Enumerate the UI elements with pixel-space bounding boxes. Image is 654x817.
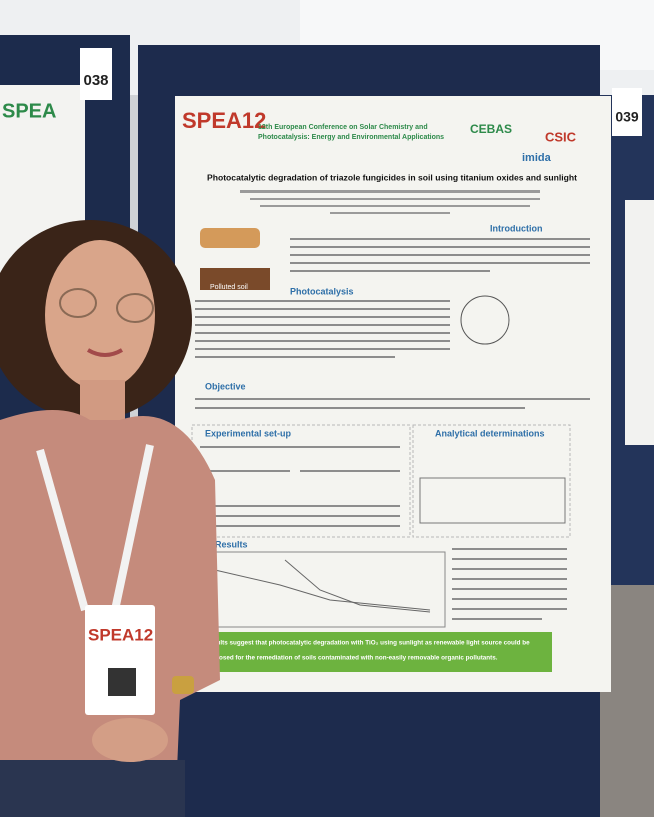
section-box xyxy=(412,424,571,538)
text-line xyxy=(195,324,450,326)
conference-name: Photocatalysis: Energy and Environmental… xyxy=(258,134,444,141)
text-line xyxy=(195,332,450,334)
text-line xyxy=(250,198,540,200)
board-number: 038 xyxy=(83,72,108,89)
section-heading: Photocatalysis xyxy=(290,286,354,296)
section-heading: Analytical determinations xyxy=(435,428,545,438)
text-line xyxy=(452,548,567,550)
partner-logo: CEBAS xyxy=(470,122,512,136)
data-table xyxy=(419,477,566,524)
text-line xyxy=(452,588,567,590)
text-line xyxy=(290,270,490,272)
conclusion-text: proposed for the remediation of soils co… xyxy=(205,655,498,662)
section-heading: Objective xyxy=(205,381,246,391)
text-line xyxy=(452,618,542,620)
poster: SPEA12 12th European Conference on Solar… xyxy=(175,96,611,692)
text-line xyxy=(195,356,395,358)
badge-logo: SPEA12 xyxy=(88,625,153,644)
soil-illustration xyxy=(200,268,270,290)
text-line xyxy=(195,407,525,409)
text-line xyxy=(195,348,450,350)
neck xyxy=(80,380,125,425)
photocatalysis-diagram xyxy=(460,295,510,345)
glasses xyxy=(59,288,97,318)
text-line xyxy=(195,308,450,310)
body-text xyxy=(200,446,400,527)
text-line xyxy=(195,340,450,342)
conclusion-text: Results suggest that photocatalytic degr… xyxy=(205,640,530,647)
partner-logo: CSIC xyxy=(545,129,577,144)
body-text xyxy=(452,548,567,620)
hand-illustration xyxy=(200,228,260,248)
face xyxy=(45,240,155,390)
poster-title: Photocatalytic degradation of triazole f… xyxy=(207,172,577,182)
board-number-tag xyxy=(80,48,112,100)
text-line xyxy=(452,578,567,580)
right-poster xyxy=(625,200,654,445)
text-line xyxy=(195,316,450,318)
results-curve xyxy=(284,559,431,613)
text-line xyxy=(200,525,400,527)
text-line xyxy=(300,470,400,472)
left-poster-logo: SPEA xyxy=(2,100,56,122)
glasses xyxy=(116,293,154,323)
text-line xyxy=(452,568,567,570)
text-line xyxy=(452,598,567,600)
results-curve xyxy=(214,569,431,611)
text-line xyxy=(195,300,450,302)
partner-logo: imida xyxy=(522,152,552,164)
section-heading: Experimental set-up xyxy=(205,428,292,438)
text-line xyxy=(200,515,400,517)
hands xyxy=(92,718,168,762)
text-line xyxy=(200,505,400,507)
text-line xyxy=(200,470,290,472)
conference-name: 12th European Conference on Solar Chemis… xyxy=(258,124,428,131)
person: SPEA12 xyxy=(0,220,220,817)
section-heading: Results xyxy=(215,539,248,549)
text-line xyxy=(290,254,590,256)
section-heading: Introduction xyxy=(490,223,543,233)
qr-code xyxy=(108,668,136,696)
poster-sheet xyxy=(175,96,611,692)
body-text xyxy=(195,238,590,358)
author-lines xyxy=(240,190,540,214)
text-line xyxy=(240,190,540,193)
board-number-tag xyxy=(612,88,642,136)
conference-logo: SPEA12 xyxy=(182,108,266,133)
text-line xyxy=(195,398,590,400)
conclusion-band xyxy=(200,632,552,672)
text-line xyxy=(260,205,530,207)
text-line xyxy=(290,238,590,240)
text-line xyxy=(452,608,567,610)
board-number: 039 xyxy=(615,109,639,125)
text-line xyxy=(200,446,400,448)
figure-label: Polluted soil xyxy=(210,284,248,291)
text-line xyxy=(290,246,590,248)
smile xyxy=(86,348,124,357)
watch xyxy=(172,676,194,694)
jeans xyxy=(0,760,185,817)
badge xyxy=(85,605,155,715)
lanyard xyxy=(36,444,154,612)
text-line xyxy=(452,558,567,560)
text-line xyxy=(330,212,450,214)
text-line xyxy=(290,262,590,264)
